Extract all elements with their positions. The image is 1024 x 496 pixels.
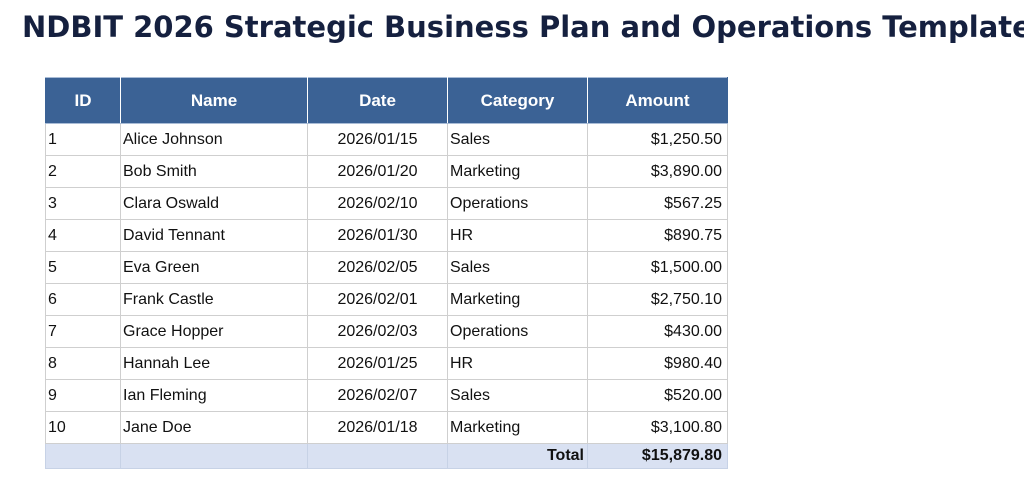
- cell-id[interactable]: 9: [45, 379, 121, 412]
- cell-name[interactable]: Grace Hopper: [120, 315, 308, 348]
- cell-id[interactable]: 1: [45, 123, 121, 156]
- total-empty-cell[interactable]: [45, 443, 121, 469]
- table-row: 8 Hannah Lee 2026/01/25 HR $980.40: [45, 347, 728, 380]
- cell-name[interactable]: Clara Oswald: [120, 187, 308, 220]
- cell-amount[interactable]: $980.40: [587, 347, 728, 380]
- data-table: ID Name Date Category Amount 1 Alice John…: [45, 77, 728, 469]
- table-row: 3 Clara Oswald 2026/02/10 Operations $567.25: [45, 187, 728, 220]
- table-row: 7 Grace Hopper 2026/02/03 Operations $430.00: [45, 315, 728, 348]
- cell-date[interactable]: 2026/02/01: [307, 283, 448, 316]
- cell-category[interactable]: Sales: [447, 251, 588, 284]
- cell-category[interactable]: HR: [447, 347, 588, 380]
- table-row: 4 David Tennant 2026/01/30 HR $890.75: [45, 219, 728, 252]
- table-row: 10 Jane Doe 2026/01/18 Marketing $3,100.80: [45, 411, 728, 444]
- cell-date[interactable]: 2026/01/18: [307, 411, 448, 444]
- column-header-date[interactable]: Date: [307, 77, 448, 124]
- cell-category[interactable]: Sales: [447, 123, 588, 156]
- cell-name[interactable]: Ian Fleming: [120, 379, 308, 412]
- total-empty-cell[interactable]: [120, 443, 308, 469]
- cell-name[interactable]: Hannah Lee: [120, 347, 308, 380]
- cell-date[interactable]: 2026/02/05: [307, 251, 448, 284]
- cell-id[interactable]: 4: [45, 219, 121, 252]
- column-header-amount[interactable]: Amount: [587, 77, 728, 124]
- cell-category[interactable]: Operations: [447, 315, 588, 348]
- cell-id[interactable]: 3: [45, 187, 121, 220]
- page-title: NDBIT 2026 Strategic Business Plan and O…: [22, 10, 1024, 44]
- cell-category[interactable]: Operations: [447, 187, 588, 220]
- cell-name[interactable]: Frank Castle: [120, 283, 308, 316]
- cell-category[interactable]: Sales: [447, 379, 588, 412]
- cell-name[interactable]: Jane Doe: [120, 411, 308, 444]
- cell-name[interactable]: David Tennant: [120, 219, 308, 252]
- cell-category[interactable]: Marketing: [447, 283, 588, 316]
- cell-id[interactable]: 7: [45, 315, 121, 348]
- column-header-category[interactable]: Category: [447, 77, 588, 124]
- cell-id[interactable]: 2: [45, 155, 121, 188]
- cell-date[interactable]: 2026/02/03: [307, 315, 448, 348]
- cell-name[interactable]: Eva Green: [120, 251, 308, 284]
- table-row: 9 Ian Fleming 2026/02/07 Sales $520.00: [45, 379, 728, 412]
- cell-category[interactable]: Marketing: [447, 155, 588, 188]
- cell-date[interactable]: 2026/01/20: [307, 155, 448, 188]
- cell-date[interactable]: 2026/01/30: [307, 219, 448, 252]
- cell-date[interactable]: 2026/02/07: [307, 379, 448, 412]
- column-header-id[interactable]: ID: [45, 77, 121, 124]
- table-row: 2 Bob Smith 2026/01/20 Marketing $3,890.00: [45, 155, 728, 188]
- total-row: Total $15,879.80: [45, 443, 728, 469]
- cell-amount[interactable]: $520.00: [587, 379, 728, 412]
- cell-id[interactable]: 8: [45, 347, 121, 380]
- cell-date[interactable]: 2026/01/25: [307, 347, 448, 380]
- column-header-name[interactable]: Name: [120, 77, 308, 124]
- cell-category[interactable]: HR: [447, 219, 588, 252]
- cell-amount[interactable]: $3,100.80: [587, 411, 728, 444]
- total-empty-cell[interactable]: [307, 443, 448, 469]
- cell-name[interactable]: Bob Smith: [120, 155, 308, 188]
- cell-category[interactable]: Marketing: [447, 411, 588, 444]
- cell-amount[interactable]: $430.00: [587, 315, 728, 348]
- cell-amount[interactable]: $1,500.00: [587, 251, 728, 284]
- table-body: 1 Alice Johnson 2026/01/15 Sales $1,250.50 2 B…: [45, 123, 728, 444]
- cell-date[interactable]: 2026/01/15: [307, 123, 448, 156]
- cell-id[interactable]: 5: [45, 251, 121, 284]
- table-row: 6 Frank Castle 2026/02/01 Marketing $2,750.1…: [45, 283, 728, 316]
- table-row: 1 Alice Johnson 2026/01/15 Sales $1,250.50: [45, 123, 728, 156]
- cell-id[interactable]: 10: [45, 411, 121, 444]
- table-row: 5 Eva Green 2026/02/05 Sales $1,500.00: [45, 251, 728, 284]
- cell-name[interactable]: Alice Johnson: [120, 123, 308, 156]
- cell-amount[interactable]: $1,250.50: [587, 123, 728, 156]
- total-label[interactable]: Total: [447, 443, 588, 469]
- cell-amount[interactable]: $3,890.00: [587, 155, 728, 188]
- cell-amount[interactable]: $2,750.10: [587, 283, 728, 316]
- cell-id[interactable]: 6: [45, 283, 121, 316]
- cell-amount[interactable]: $567.25: [587, 187, 728, 220]
- table-header-row: ID Name Date Category Amount: [45, 77, 728, 124]
- cell-amount[interactable]: $890.75: [587, 219, 728, 252]
- total-amount[interactable]: $15,879.80: [587, 443, 728, 469]
- cell-date[interactable]: 2026/02/10: [307, 187, 448, 220]
